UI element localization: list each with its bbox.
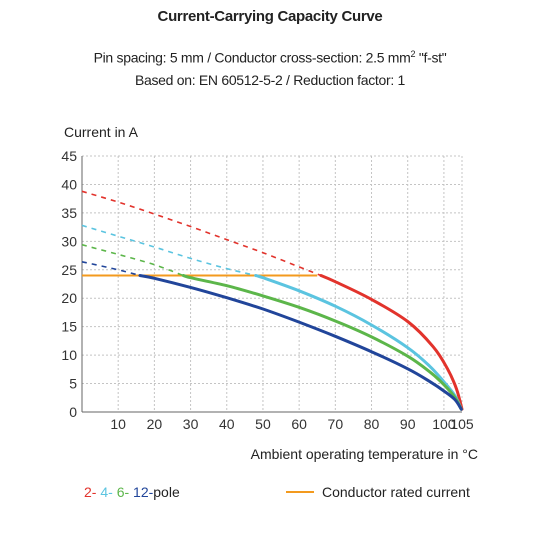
legend-pole-suffix: pole — [153, 484, 180, 500]
x-axis-label: Ambient operating temperature in °C — [251, 446, 478, 462]
x-tick-label: 30 — [183, 416, 199, 432]
chart-subtitle-spec: Pin spacing: 5 mm / Conductor cross-sect… — [0, 49, 540, 66]
x-tick-label: 40 — [219, 416, 235, 432]
y-tick-label: 45 — [61, 148, 77, 164]
x-tick-label: 60 — [291, 416, 307, 432]
legend-pole-2: 2- — [84, 484, 97, 500]
series-2-pole-dashed — [81, 190, 322, 277]
x-tick-label: 70 — [328, 416, 344, 432]
subtitle-spec-text: Pin spacing: 5 mm / Conductor cross-sect… — [93, 49, 411, 66]
y-tick-label: 5 — [69, 376, 77, 392]
series-12-pole-dashed — [81, 261, 141, 277]
x-tick-label: 105 — [450, 416, 474, 432]
y-tick-label: 15 — [61, 319, 77, 335]
x-tick-label: 100 — [432, 416, 456, 432]
y-tick-label: 10 — [61, 347, 77, 363]
x-tick-label: 50 — [255, 416, 271, 432]
x-tick-label: 10 — [110, 416, 126, 432]
rated-current-swatch — [286, 491, 314, 493]
y-tick-label: 25 — [61, 262, 77, 278]
y-tick-label: 40 — [61, 176, 77, 192]
pole-legend: 2- 4- 6- 12-pole — [84, 484, 180, 500]
series-4-pole-dashed — [81, 224, 256, 277]
legend-pole-4: 4- — [100, 484, 113, 500]
y-axis-label: Current in A — [64, 124, 139, 140]
rated-current-legend: Conductor rated current — [286, 484, 470, 500]
series-12-pole-line — [138, 274, 463, 411]
y-tick-label: 0 — [69, 404, 77, 420]
y-tick-label: 20 — [61, 290, 77, 306]
x-tick-label: 80 — [364, 416, 380, 432]
series-2-pole-line — [319, 274, 464, 411]
series-6-pole-dashed — [81, 243, 184, 277]
x-tick-label: 20 — [147, 416, 163, 432]
legend-pole-12: 12- — [133, 484, 154, 500]
legend-pole-6: 6- — [116, 484, 130, 500]
subtitle-spec-suffix: "f-st" — [415, 49, 447, 66]
chart-title: Current-Carrying Capacity Curve — [157, 8, 383, 25]
y-tick-label: 30 — [61, 233, 77, 249]
chart-subtitle-standard: Based on: EN 60512-5-2 / Reduction facto… — [134, 72, 406, 88]
subtitle-spec-superscript: 2 — [410, 49, 416, 59]
rated-current-label: Conductor rated current — [322, 484, 470, 500]
series-6-pole-line — [181, 274, 463, 411]
y-tick-label: 35 — [61, 205, 77, 221]
x-tick-label: 90 — [400, 416, 416, 432]
